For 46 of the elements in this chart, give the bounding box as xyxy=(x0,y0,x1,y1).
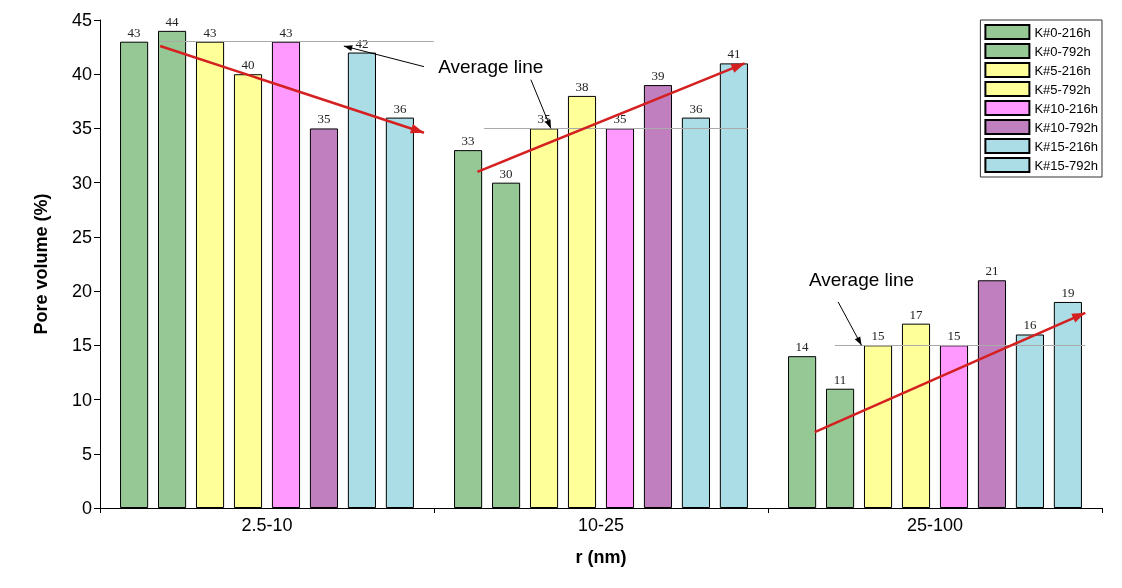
x-tick-label: 25-100 xyxy=(906,515,964,535)
data-label: 14 xyxy=(795,339,810,355)
legend-label: K#15-792h xyxy=(1034,157,1099,173)
data-label: 36 xyxy=(689,100,703,116)
x-tick-label: 2.5-10 xyxy=(241,515,293,535)
legend-label: K#5-792h xyxy=(1034,81,1091,97)
y-tick-label: 30 xyxy=(71,172,92,193)
data-label: 39 xyxy=(651,68,665,84)
data-label: 33 xyxy=(461,133,475,149)
y-tick-label: 10 xyxy=(71,389,92,410)
legend-label: K#15-216h xyxy=(1034,138,1099,154)
x-tick-label: 10-25 xyxy=(577,515,625,535)
data-label: 43 xyxy=(127,24,141,40)
y-axis-title: Pore volume (%) xyxy=(31,193,51,335)
data-label: 41 xyxy=(727,46,741,62)
y-tick-label: 40 xyxy=(71,64,92,85)
data-label: 17 xyxy=(909,306,924,322)
data-label: 43 xyxy=(279,24,293,40)
legend-label: K#10-216h xyxy=(1034,100,1099,116)
data-label: 43 xyxy=(203,24,217,40)
data-label: 19 xyxy=(1061,284,1075,300)
y-tick-label: 5 xyxy=(81,443,92,464)
annotation: Average line xyxy=(438,56,544,78)
data-label: 38 xyxy=(575,78,589,94)
annotation: Average line xyxy=(808,268,915,290)
y-tick-label: 15 xyxy=(71,335,92,356)
y-tick-label: 25 xyxy=(71,226,92,247)
data-label: 36 xyxy=(393,100,407,116)
legend-label: K#10-792h xyxy=(1034,119,1099,135)
data-label: 15 xyxy=(947,328,961,344)
legend-label: K#0-216h xyxy=(1034,24,1091,40)
data-label: 21 xyxy=(985,263,999,279)
y-tick-label: 20 xyxy=(71,281,92,302)
legend-label: K#0-792h xyxy=(1034,43,1091,59)
data-label: 35 xyxy=(317,111,331,127)
data-label: 11 xyxy=(833,371,847,387)
data-label: 40 xyxy=(241,57,255,73)
data-label: 44 xyxy=(165,13,180,29)
y-tick-label: 35 xyxy=(71,118,92,139)
x-axis-title: r (nm) xyxy=(575,547,627,567)
data-label: 30 xyxy=(499,165,513,181)
legend-label: K#5-216h xyxy=(1034,62,1091,78)
y-tick-label: 0 xyxy=(81,498,92,518)
y-tick-label: 45 xyxy=(71,10,92,30)
data-label: 15 xyxy=(871,328,885,344)
data-label: 16 xyxy=(1023,317,1037,333)
